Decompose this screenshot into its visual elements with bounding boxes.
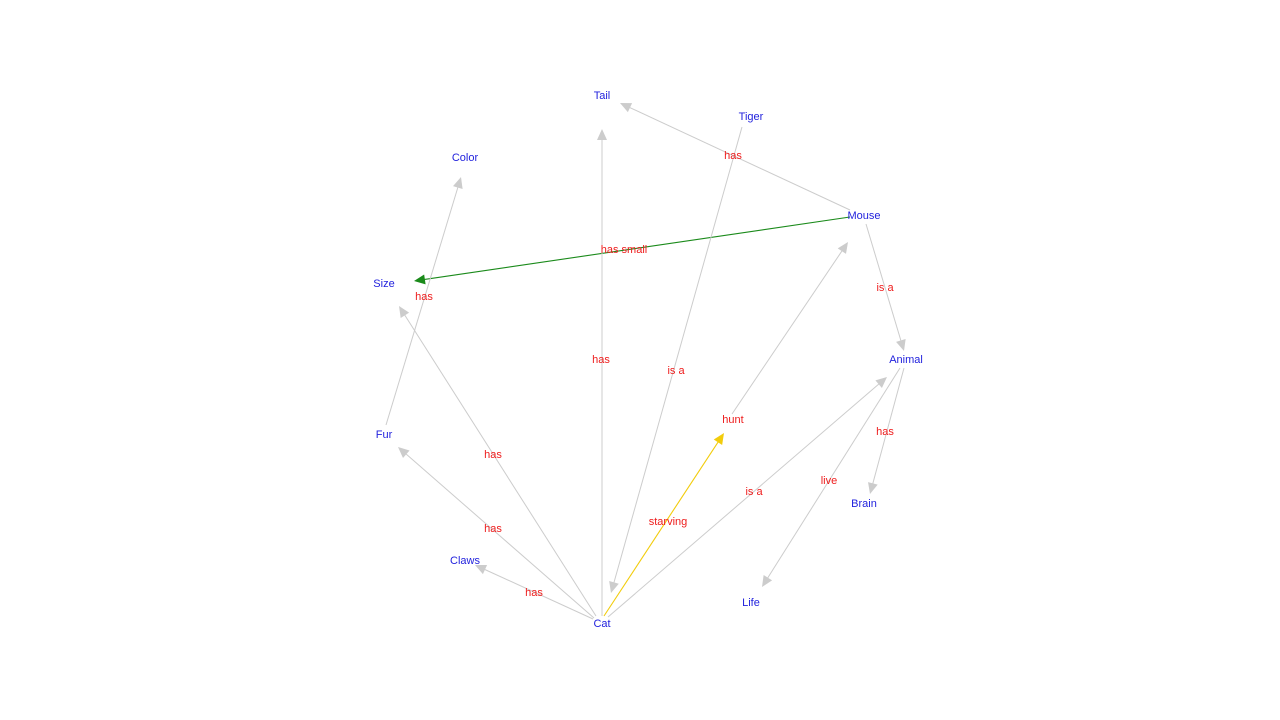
node-brain[interactable]: Brain bbox=[851, 498, 877, 510]
edge-label-cat-fur: has bbox=[484, 523, 502, 535]
edges-layer bbox=[385, 103, 906, 620]
edge-labels-layer: has has small is a is a has has has has has hunt s… bbox=[415, 150, 894, 599]
edge-line-fur-color bbox=[385, 185, 459, 426]
arrowhead-mouse-animal bbox=[896, 339, 906, 351]
arrowhead-tiger-cat bbox=[609, 581, 619, 593]
node-animal[interactable]: Animal bbox=[889, 354, 923, 366]
edge-label-cat-animal: is a bbox=[745, 486, 763, 498]
edge-label-mouse-size: has small bbox=[601, 244, 647, 256]
edge-label-cat-mouse: hunt bbox=[722, 414, 743, 426]
edge-line-animal-life bbox=[766, 367, 901, 580]
arrowhead-cat-fur bbox=[398, 447, 410, 458]
edge-line-mouse-tail bbox=[627, 106, 851, 211]
edge-label-mouse-animal: is a bbox=[876, 282, 894, 294]
edge-line-mouse-size bbox=[422, 216, 851, 281]
edge-label-cat-size: has bbox=[484, 449, 502, 461]
arrowhead-cat-mouse bbox=[837, 242, 848, 254]
node-mouse[interactable]: Mouse bbox=[847, 210, 880, 222]
arrowhead-cat-tail bbox=[597, 129, 607, 140]
arrowhead-cat-hunt bbox=[713, 433, 724, 445]
edge-label-fur-color: has bbox=[415, 291, 433, 303]
node-cat[interactable]: Cat bbox=[593, 618, 610, 630]
arrowhead-cat-animal bbox=[875, 377, 887, 388]
edge-line-cat-mouse bbox=[731, 249, 844, 415]
edge-line-cat-hunt bbox=[603, 440, 720, 617]
edge-line-animal-brain bbox=[871, 367, 905, 486]
edge-line-cat-animal bbox=[607, 382, 881, 618]
edge-label-cat-hunt: starving bbox=[649, 516, 688, 528]
edge-line-cat-fur bbox=[404, 452, 595, 619]
edge-label-tiger-cat: is a bbox=[667, 365, 685, 377]
edge-label-cat-claws: has bbox=[525, 587, 543, 599]
edge-line-tiger-cat bbox=[612, 126, 743, 585]
node-life[interactable]: Life bbox=[742, 597, 760, 609]
edge-label-mouse-tail: has bbox=[724, 150, 742, 162]
edge-line-mouse-animal bbox=[865, 223, 902, 343]
node-color[interactable]: Color bbox=[452, 152, 479, 164]
edge-line-cat-size bbox=[403, 313, 597, 617]
node-size[interactable]: Size bbox=[373, 278, 394, 290]
nodes-layer: Tail Tiger Color Mouse Size Animal Fur Brain Cla… bbox=[373, 90, 923, 630]
node-claws[interactable]: Claws bbox=[450, 555, 480, 567]
edge-label-animal-life: live bbox=[821, 475, 838, 487]
edge-label-cat-tail: has bbox=[592, 354, 610, 366]
node-fur[interactable]: Fur bbox=[376, 429, 393, 441]
node-tail[interactable]: Tail bbox=[594, 90, 611, 102]
arrowhead-animal-life bbox=[762, 575, 773, 587]
node-tiger[interactable]: Tiger bbox=[739, 111, 764, 123]
edge-label-animal-brain: has bbox=[876, 426, 894, 438]
arrowhead-mouse-tail bbox=[620, 103, 633, 113]
arrowhead-cat-claws bbox=[475, 565, 488, 575]
arrowhead-mouse-size bbox=[414, 274, 426, 285]
arrowhead-fur-color bbox=[453, 177, 463, 189]
arrowhead-animal-brain bbox=[868, 482, 878, 494]
arrowhead-cat-size bbox=[399, 306, 410, 318]
edge-line-cat-claws bbox=[482, 568, 594, 620]
